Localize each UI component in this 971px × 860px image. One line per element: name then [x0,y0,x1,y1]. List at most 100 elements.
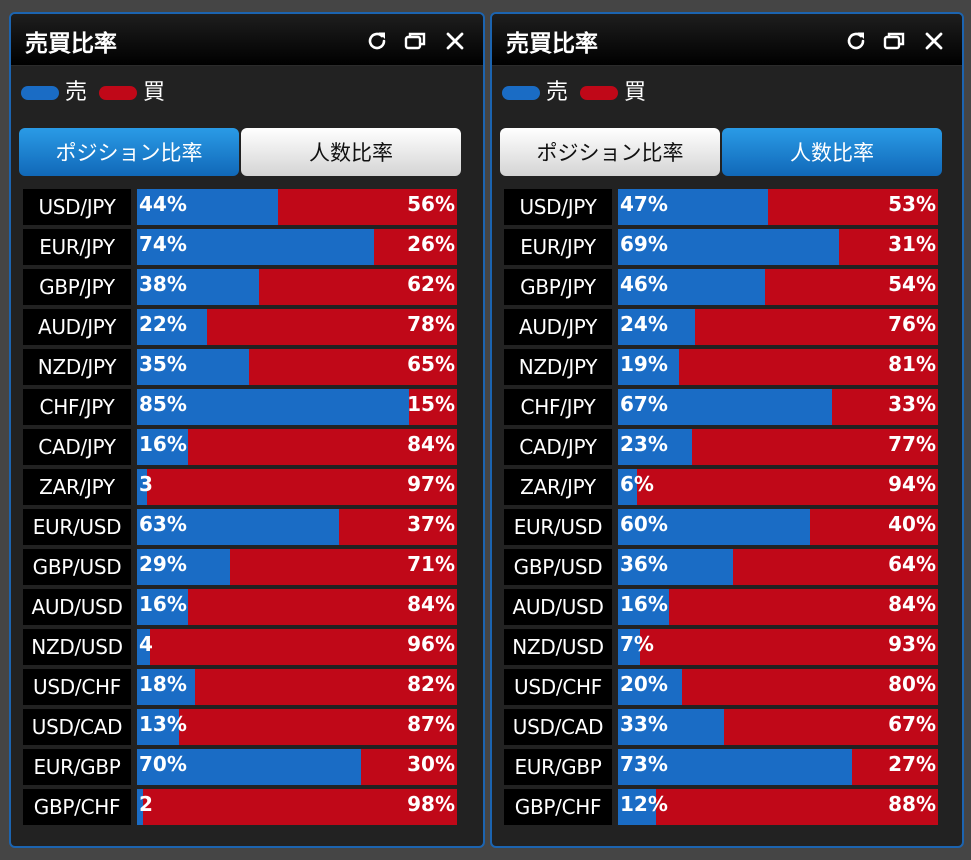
tab-position-ratio[interactable]: ポジション比率 [19,128,239,176]
sell-ratio-fill [137,349,249,385]
ratio-bar: 16% 84% [618,589,938,625]
buy-legend-swatch [580,86,619,100]
ratio-row: GBP/CHF 12% 88% [504,789,940,829]
sell-ratio-fill [137,629,150,665]
sell-percent: 44% [139,192,187,216]
tab-headcount-ratio[interactable]: 人数比率 [241,128,461,176]
buy-percent: 33% [888,392,936,416]
sell-ratio-fill [137,589,189,625]
sell-percent: 36% [620,552,668,576]
ratio-bar: 33% 67% [618,709,938,745]
ratio-row: CHF/JPY 85% 15% [23,389,459,429]
sell-percent: 38% [139,272,187,296]
ratio-bar: 24% 76% [618,309,938,345]
ratio-row: AUD/JPY 22% 78% [23,309,459,349]
ratio-row: EUR/USD 60% 40% [504,509,940,549]
ratio-bar: 4 96% [137,629,457,665]
sell-ratio-fill [618,789,657,825]
sell-percent: 3 [139,472,153,496]
currency-pair-label: USD/CHF [504,669,612,705]
sell-percent: 16% [620,592,668,616]
ratio-row: CAD/JPY 23% 77% [504,429,940,469]
ratio-row: GBP/CHF 2 98% [23,789,459,829]
ratio-row: USD/CAD 13% 87% [23,709,459,749]
sell-legend-swatch [502,86,540,100]
buy-percent: 56% [407,192,455,216]
buy-percent: 65% [407,352,455,376]
tab-position-ratio[interactable]: ポジション比率 [500,128,720,176]
sell-ratio-fill [618,669,682,705]
sell-ratio-fill [618,309,695,345]
ratio-bar: 44% 56% [137,189,457,225]
sell-ratio-fill [618,749,852,785]
sell-percent: 74% [139,232,187,256]
panel-titlebar[interactable]: 売買比率 [11,14,483,66]
currency-pair-label: CAD/JPY [23,429,131,465]
sell-legend-label: 売 [65,80,88,105]
currency-pair-label: GBP/CHF [23,789,131,825]
sell-percent: 4 [139,632,153,656]
ratio-row: NZD/USD 7% 93% [504,629,940,669]
sell-ratio-fill [137,309,208,345]
ratio-bar: 38% 62% [137,269,457,305]
sell-percent: 23% [620,432,668,456]
ratio-row: GBP/JPY 38% 62% [23,269,459,309]
ratio-row: GBP/USD 36% 64% [504,549,940,589]
ratio-row: EUR/JPY 74% 26% [23,229,459,269]
close-icon[interactable] [443,29,467,53]
currency-pair-label: AUD/JPY [23,309,131,345]
buy-percent: 81% [888,352,936,376]
restore-window-icon[interactable] [403,29,427,53]
close-icon[interactable] [922,29,946,53]
sell-ratio-fill [137,429,189,465]
ratio-bar: 19% 81% [618,349,938,385]
sell-ratio-fill [618,389,833,425]
panel-title: 売買比率 [506,31,598,57]
sell-legend-swatch [21,86,59,100]
ratio-bar: 7% 93% [618,629,938,665]
sell-percent: 47% [620,192,668,216]
currency-pair-label: NZD/USD [23,629,131,665]
refresh-icon[interactable] [365,29,389,53]
buy-percent: 78% [407,312,455,336]
buy-percent: 84% [888,592,936,616]
currency-pair-label: AUD/JPY [504,309,612,345]
sell-percent: 35% [139,352,187,376]
ratio-row: CAD/JPY 16% 84% [23,429,459,469]
refresh-icon[interactable] [844,29,868,53]
currency-pair-label: GBP/USD [504,549,612,585]
panel-titlebar[interactable]: 売買比率 [492,14,962,66]
ratio-row: USD/CAD 33% 67% [504,709,940,749]
currency-pair-label: ZAR/JPY [23,469,131,505]
buy-percent: 87% [407,712,455,736]
sell-percent: 13% [139,712,187,736]
sell-percent: 20% [620,672,668,696]
buy-percent: 27% [888,752,936,776]
ratio-row: USD/JPY 47% 53% [504,189,940,229]
currency-pair-label: GBP/JPY [23,269,131,305]
ratio-bar: 74% 26% [137,229,457,265]
currency-pair-label: AUD/USD [504,589,612,625]
ratio-bar: 29% 71% [137,549,457,585]
sell-ratio-fill [618,469,638,505]
sell-percent: 73% [620,752,668,776]
buy-percent: 77% [888,432,936,456]
currency-pair-label: CHF/JPY [23,389,131,425]
buy-percent: 88% [888,792,936,816]
restore-window-icon[interactable] [882,29,906,53]
buy-percent: 71% [407,552,455,576]
currency-pair-label: GBP/CHF [504,789,612,825]
ratio-bar: 63% 37% [137,509,457,545]
sell-percent: 22% [139,312,187,336]
ratio-row: EUR/USD 63% 37% [23,509,459,549]
ratio-row: EUR/GBP 70% 30% [23,749,459,789]
currency-pair-label: EUR/JPY [504,229,612,265]
sell-ratio-fill [618,589,670,625]
sell-ratio-fill [618,349,679,385]
ratio-bar: 16% 84% [137,429,457,465]
sell-percent: 67% [620,392,668,416]
currency-pair-label: NZD/USD [504,629,612,665]
tab-headcount-ratio[interactable]: 人数比率 [722,128,942,176]
currency-pair-label: GBP/USD [23,549,131,585]
buy-percent: 84% [407,592,455,616]
